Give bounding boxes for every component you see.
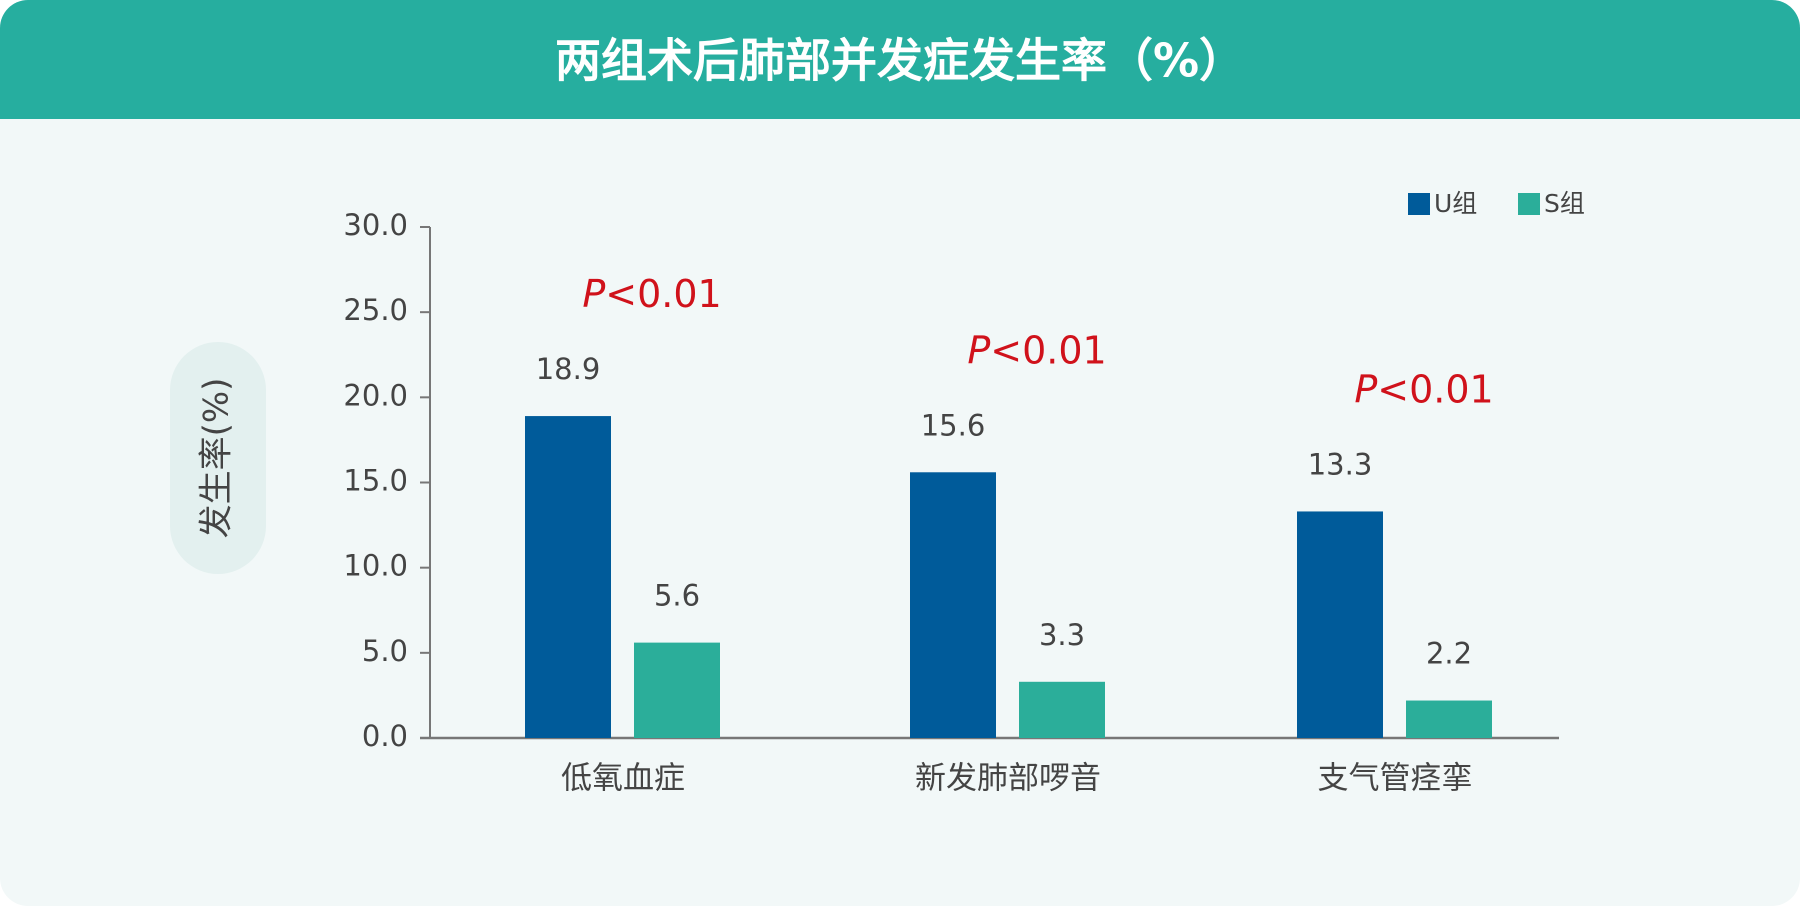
y-tick-label: 20.0: [343, 378, 408, 412]
y-tick-label: 30.0: [343, 208, 408, 242]
value-label: 2.2: [1426, 637, 1472, 671]
y-tick-label: 0.0: [362, 719, 408, 753]
bar: [1019, 681, 1105, 738]
y-tick-label: 15.0: [343, 464, 408, 498]
p-symbol: P: [967, 328, 990, 372]
legend-label: S组: [1544, 189, 1585, 218]
p-text: <0.01: [990, 328, 1106, 372]
legend-swatch: [1518, 193, 1540, 215]
y-tick-label: 10.0: [343, 549, 408, 583]
x-tick-label: 新发肺部啰音: [915, 761, 1101, 797]
value-label: 18.9: [536, 352, 601, 386]
y-tick-label: 5.0: [362, 634, 408, 668]
chart-title: 两组术后肺部并发症发生率（%）: [555, 34, 1245, 88]
p-symbol: P: [1354, 367, 1377, 411]
p-text: <0.01: [1377, 367, 1493, 411]
header: [0, 0, 1800, 119]
p-text: <0.01: [605, 272, 721, 316]
value-label: 13.3: [1308, 447, 1373, 481]
y-label-pill: [170, 342, 266, 574]
p-value: P<0.01: [967, 328, 1106, 372]
bar: [525, 416, 611, 738]
bar: [1406, 700, 1492, 738]
p-value: P<0.01: [582, 272, 721, 316]
x-tick-label: 支气管痉挛: [1318, 761, 1473, 797]
y-tick-label: 25.0: [343, 293, 408, 327]
y-axis-label: 发生率(%): [197, 378, 237, 539]
bar: [910, 472, 996, 738]
x-tick-label: 低氧血症: [561, 761, 685, 797]
legend-swatch: [1408, 193, 1430, 215]
bar: [1297, 511, 1383, 738]
value-label: 3.3: [1039, 618, 1085, 652]
p-value: P<0.01: [1354, 367, 1493, 411]
bar: [634, 642, 720, 738]
value-label: 5.6: [654, 579, 700, 613]
legend-label: U组: [1434, 189, 1477, 218]
p-symbol: P: [582, 272, 605, 316]
value-label: 15.6: [921, 408, 986, 442]
